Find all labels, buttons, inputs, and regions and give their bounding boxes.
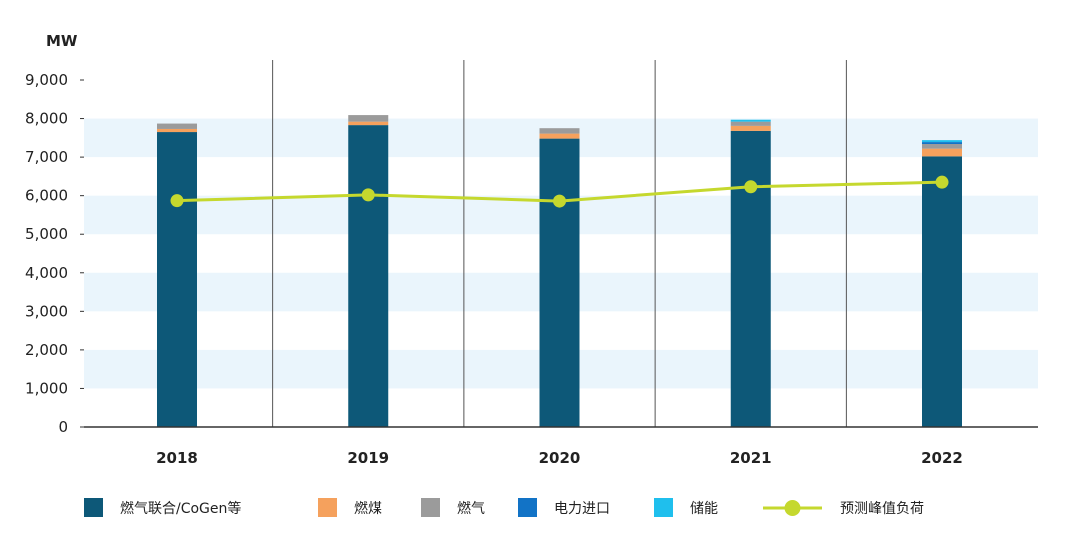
y-tick-label: 3,000 — [25, 302, 68, 320]
y-tick-label: 5,000 — [25, 225, 68, 243]
y-tick-label: 8,000 — [25, 110, 68, 128]
y-tick-label: 9,000 — [25, 71, 68, 89]
bar-segment — [539, 128, 580, 134]
x-tick-label: 2018 — [156, 449, 198, 467]
y-axis-ticks: 0 1,000 2,000 3,000 4,000 5,000 6,000 7,000 8,00… — [25, 71, 84, 436]
legend-swatch — [654, 498, 673, 517]
bar-segment — [348, 121, 389, 126]
y-axis-unit-label: MW — [46, 32, 78, 50]
y-tick-label: 1,000 — [25, 379, 68, 397]
x-tick-label: 2021 — [730, 449, 772, 467]
legend-label: 电力进口 — [554, 501, 610, 517]
y-tick-label: 2,000 — [25, 341, 68, 359]
y-tick-label: 0 — [58, 418, 68, 436]
forecast-line-point — [744, 180, 758, 194]
bar-stacks — [157, 115, 962, 428]
forecast-peak-load-line — [170, 175, 949, 208]
forecast-line-point — [361, 188, 375, 202]
bar-segment — [730, 121, 771, 126]
x-tick-label: 2020 — [539, 449, 581, 467]
legend-label: 燃气 — [457, 500, 485, 517]
y-tick-label: 6,000 — [25, 187, 68, 205]
legend-label: 燃煤 — [354, 500, 382, 517]
legend-swatch — [518, 498, 537, 517]
bar-segment — [730, 130, 771, 428]
forecast-line-point — [553, 194, 566, 208]
legend-label: 燃气联合/CoGen等 — [120, 500, 241, 517]
bar-segment — [157, 123, 197, 129]
legend-swatch — [421, 498, 440, 517]
bar-segment — [922, 144, 962, 149]
legend-label: 储能 — [690, 501, 718, 517]
legend: 燃气联合/CoGen等 燃煤 燃气 电力进口 储能 预测峰值负荷 — [84, 498, 924, 517]
bar-segment — [157, 132, 197, 428]
bar-segment — [922, 156, 962, 427]
x-tick-label: 2022 — [921, 449, 963, 467]
legend-label: 预测峰值负荷 — [840, 501, 924, 517]
bar-segment — [922, 142, 962, 145]
forecast-line-point — [170, 194, 184, 208]
bar-segment — [730, 119, 771, 122]
y-tick-label: 7,000 — [25, 148, 68, 166]
legend-swatch — [84, 498, 103, 517]
y-tick-label: 4,000 — [25, 264, 68, 282]
x-tick-label: 2019 — [347, 449, 389, 467]
bar-segment — [730, 125, 771, 131]
bar-segment — [157, 128, 197, 133]
bar-segment — [348, 125, 389, 428]
x-axis-labels: 2018 2019 2020 2021 2022 — [156, 449, 963, 467]
forecast-line-point — [935, 175, 949, 189]
bar-segment — [539, 138, 580, 428]
legend-swatch — [318, 498, 337, 517]
bar-segment — [922, 140, 962, 143]
bar-segment — [539, 133, 580, 139]
bar-segment — [348, 115, 389, 122]
category-dividers — [272, 60, 847, 427]
legend-marker — [784, 500, 801, 516]
bar-segment — [922, 148, 962, 157]
